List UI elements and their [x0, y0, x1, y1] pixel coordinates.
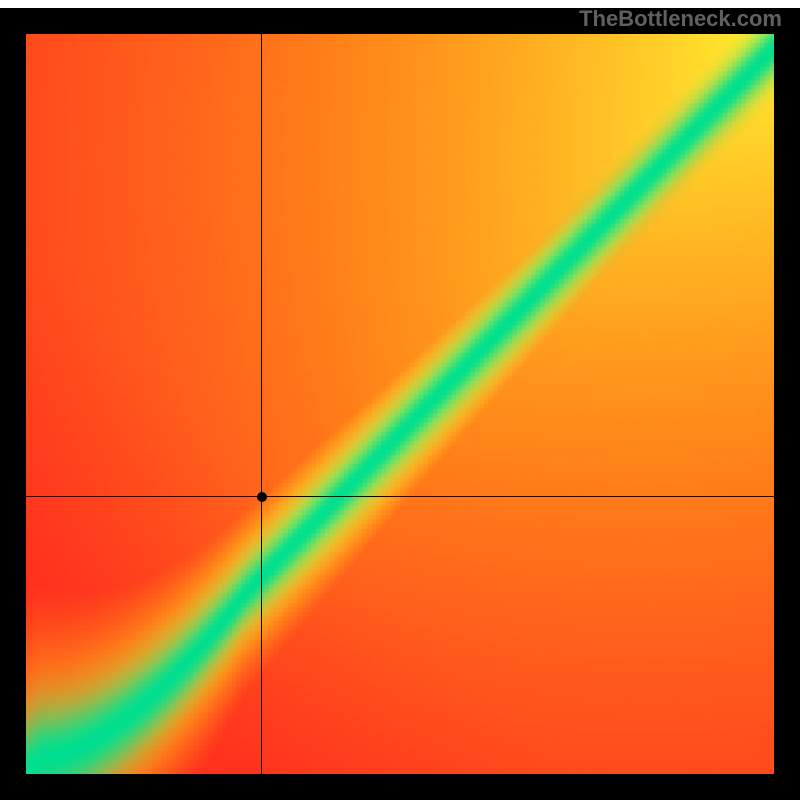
- crosshair-horizontal: [26, 496, 774, 497]
- plot-frame: [0, 8, 800, 800]
- watermark-text: TheBottleneck.com: [579, 6, 782, 32]
- crosshair-marker: [257, 492, 267, 502]
- chart-container: TheBottleneck.com: [0, 0, 800, 800]
- heatmap-canvas: [26, 34, 774, 774]
- crosshair-vertical: [261, 34, 262, 774]
